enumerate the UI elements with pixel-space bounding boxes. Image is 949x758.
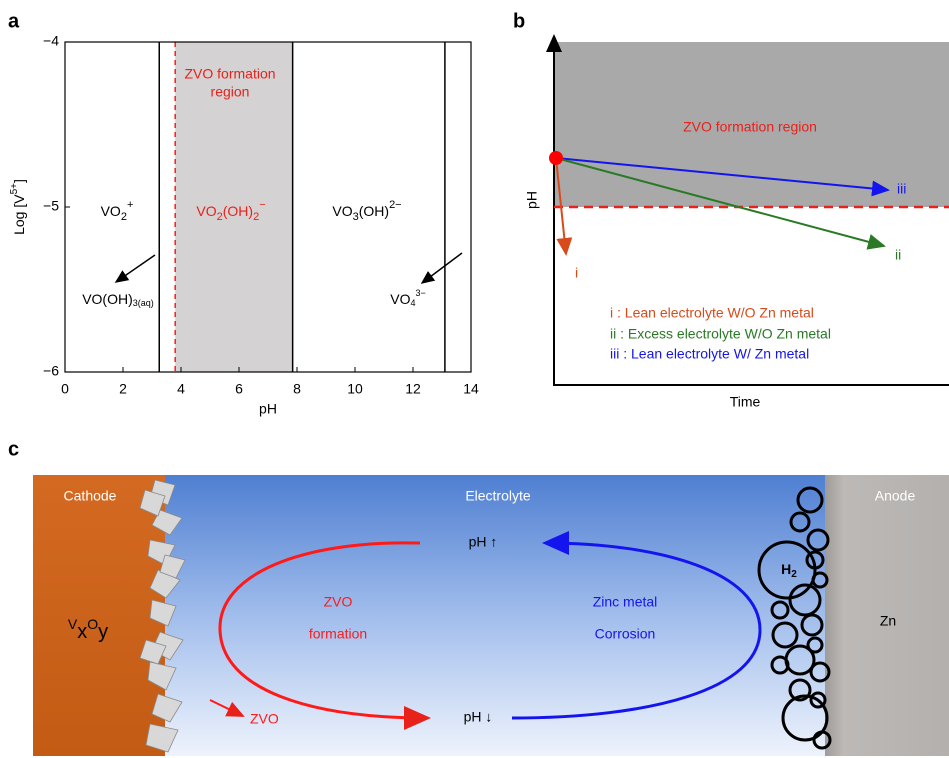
- text: −: [259, 199, 265, 211]
- x-tick-label: 4: [177, 381, 185, 397]
- x-axis-title: pH: [259, 401, 277, 417]
- label: Cathode: [64, 488, 117, 504]
- label: pH ↑: [469, 534, 498, 550]
- text: 5+: [9, 183, 20, 195]
- label: ZVO: [250, 711, 279, 727]
- label: Zinc metal: [593, 594, 658, 610]
- x-tick-label: 12: [405, 381, 421, 397]
- label: Zn: [880, 613, 896, 629]
- text: VO(OH): [82, 291, 133, 307]
- arrow: [116, 255, 155, 282]
- text: 3−: [415, 288, 425, 298]
- species-label: VO43−: [390, 288, 426, 308]
- panel-letter: b: [513, 10, 525, 32]
- x-tick-label: 8: [293, 381, 301, 397]
- x-axis-title: Time: [730, 394, 761, 410]
- y-tick-label: −5: [43, 198, 59, 214]
- text: 2: [791, 569, 797, 580]
- text: 2: [253, 211, 259, 223]
- species-label: VO3(OH)2−: [332, 199, 401, 223]
- figure: a 02468101214−6−5−4 ZVO formation region…: [0, 0, 949, 758]
- curve-label: i: [575, 265, 578, 281]
- text: ]: [11, 179, 27, 183]
- text: 2: [121, 211, 127, 223]
- text: Log [V: [11, 194, 27, 235]
- x-tick-label: 0: [61, 381, 69, 397]
- text: VO: [332, 203, 352, 219]
- curve-label: ii: [895, 247, 901, 263]
- species-label: VO(OH)3(aq): [82, 291, 154, 309]
- x-tick-label: 10: [347, 381, 363, 397]
- text: O: [87, 616, 98, 632]
- zvo-label: region: [211, 84, 250, 100]
- x-tick-label: 6: [235, 381, 243, 397]
- text: VO: [101, 203, 121, 219]
- text: x: [77, 621, 87, 643]
- text: VO: [390, 291, 410, 307]
- label: formation: [309, 626, 367, 642]
- text: VO: [196, 203, 216, 219]
- species-label: VO2+: [101, 199, 134, 223]
- curve-label: iii: [897, 181, 906, 197]
- legend-entry: ii : Excess electrolyte W/O Zn metal: [610, 326, 831, 342]
- y-tick-label: −4: [43, 33, 59, 49]
- zvo-label: ZVO formation: [184, 66, 275, 82]
- legend-entry: i : Lean electrolyte W/O Zn metal: [610, 305, 814, 321]
- x-tick-label: 2: [119, 381, 127, 397]
- text: +: [127, 199, 133, 211]
- cathode: [33, 475, 165, 756]
- label: Anode: [875, 488, 916, 504]
- text: H: [781, 561, 791, 577]
- legend-entry: iii : Lean electrolyte W/ Zn metal: [610, 346, 809, 362]
- text: (OH): [223, 203, 253, 219]
- arrow: [422, 253, 462, 283]
- x-tick-label: 14: [463, 381, 479, 397]
- text: (OH): [359, 203, 389, 219]
- text: 3(aq): [133, 298, 154, 308]
- label: Corrosion: [595, 626, 656, 642]
- start-point: [549, 151, 563, 165]
- region-label: ZVO formation region: [683, 119, 817, 135]
- text: y: [98, 621, 108, 643]
- text: 2−: [389, 199, 402, 211]
- panel-letter: c: [8, 438, 19, 460]
- text: 4: [410, 298, 415, 308]
- label: pH ↓: [464, 709, 493, 725]
- y-axis-title: pH: [524, 191, 540, 209]
- label: ZVO: [324, 594, 353, 610]
- panel-letter: a: [8, 10, 20, 32]
- y-tick-label: −6: [43, 363, 59, 379]
- y-axis-title: Log [V5+]: [9, 179, 27, 235]
- label: Electrolyte: [465, 488, 531, 504]
